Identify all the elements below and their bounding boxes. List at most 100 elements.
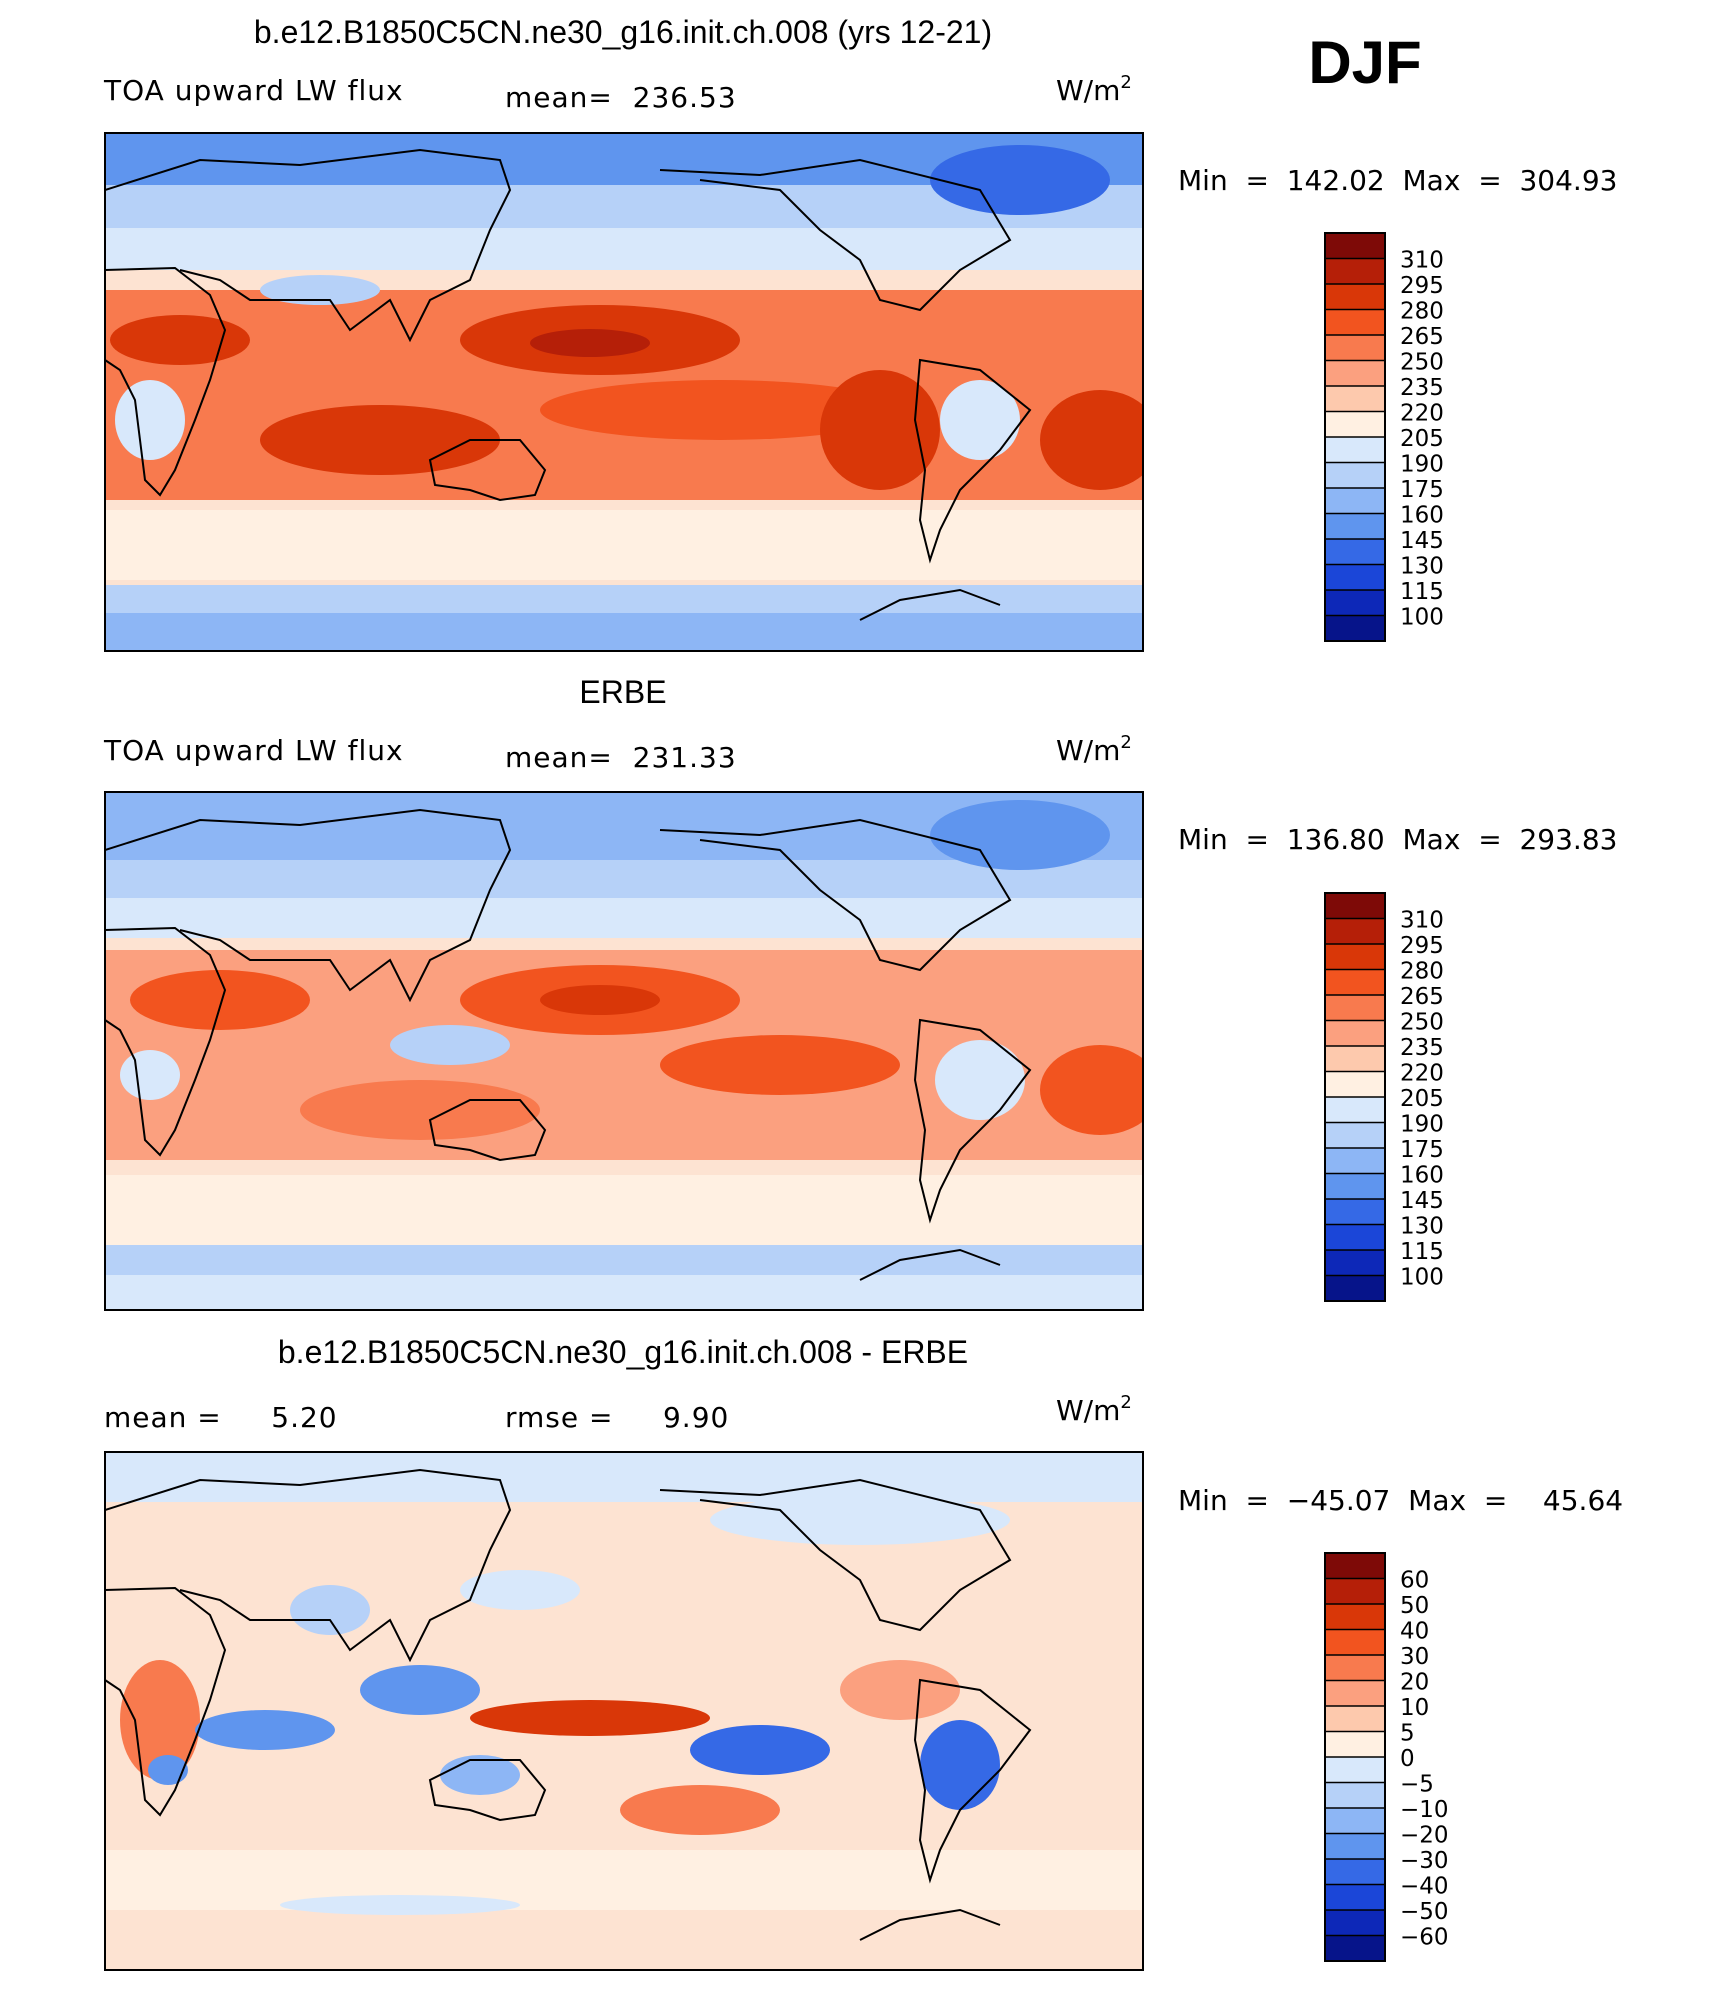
colorbar-swatch [1325, 1833, 1385, 1860]
panel-diff-map [105, 1452, 1143, 1970]
colorbar-label: 10 [1400, 1695, 1429, 1721]
colorbar-label: 145 [1400, 1188, 1444, 1214]
positive-anomaly [620, 1785, 780, 1835]
colorbar-label: 50 [1400, 1593, 1429, 1619]
antarctic-band [105, 1915, 1143, 1970]
negative-anomaly [460, 1570, 580, 1610]
colorbar-label: −10 [1400, 1797, 1449, 1823]
colorbar-label: 205 [1400, 1086, 1444, 1112]
cold-spot [930, 145, 1110, 215]
colorbar-swatch [1325, 590, 1385, 616]
colorbar-swatch [1325, 1250, 1385, 1276]
colorbar-label: 235 [1400, 1035, 1444, 1061]
positive-anomaly [120, 1660, 200, 1780]
southern-midlat-band [105, 1175, 1143, 1245]
colorbar-label: 40 [1400, 1619, 1429, 1645]
negative-anomaly [148, 1755, 188, 1785]
coastline-australia [428, 439, 547, 502]
colorbar-swatch [1325, 918, 1385, 945]
coastline-south-america [913, 358, 1032, 564]
panel-diff-units-exp: 2 [1120, 1392, 1131, 1413]
colorbar-label: 235 [1400, 375, 1444, 401]
colorbar-swatch [1325, 386, 1385, 412]
coastline-antarctica [859, 1248, 1001, 1281]
positive-anomaly [470, 1700, 710, 1736]
coastline-africa [105, 926, 227, 1157]
colorbar-label: 220 [1400, 1061, 1444, 1087]
coastline-antarctica [859, 588, 1001, 621]
colorbar-label: 265 [1400, 984, 1444, 1010]
colorbar-label: 100 [1400, 1265, 1444, 1291]
colorbar-label: 130 [1400, 1214, 1444, 1240]
colorbar-swatch [1325, 1680, 1385, 1707]
colorbar-label: 145 [1400, 528, 1444, 554]
panel-obs-variable-label: TOA upward LW flux [103, 734, 404, 767]
colorbar-swatch [1325, 1706, 1385, 1732]
coastline-south-america [913, 1018, 1032, 1224]
panel-model-units: W/m2 [1056, 72, 1132, 107]
colorbar-swatch [1325, 1757, 1385, 1783]
colorbar-label: −20 [1400, 1823, 1449, 1849]
hot-spot [300, 1080, 540, 1140]
cold-spot [940, 380, 1020, 460]
colorbar-label: 295 [1400, 273, 1444, 299]
colorbar-label: 20 [1400, 1670, 1429, 1696]
colorbar-swatch [1325, 539, 1385, 565]
panel-diff: b.e12.B1850C5CN.ne30_g16.init.ch.008 - E… [104, 1334, 1623, 1971]
hot-spot [660, 1035, 900, 1095]
colorbar-label: 160 [1400, 503, 1444, 529]
colorbar-label: 250 [1400, 350, 1444, 376]
panel-model-mean: mean= 236.53 [505, 81, 737, 114]
colorbar-label: 130 [1400, 554, 1444, 580]
colorbar-swatch [1325, 1020, 1385, 1047]
southern-ocean-band [105, 1245, 1143, 1275]
colorbar-label: 280 [1400, 299, 1444, 325]
colorbar-swatch [1325, 1224, 1385, 1251]
panel-diff-frame [104, 1451, 1144, 1971]
coastline-north-america [659, 818, 1012, 972]
colorbar-swatch [1325, 1578, 1385, 1605]
colorbar-label: −50 [1400, 1899, 1449, 1925]
colorbar-label: −40 [1400, 1874, 1449, 1900]
colorbar-label: 265 [1400, 324, 1444, 350]
colorbar-label: 5 [1400, 1721, 1415, 1747]
colorbar-swatch [1325, 1884, 1385, 1911]
colorbar-label: 60 [1400, 1568, 1429, 1594]
midlat-band [105, 898, 1143, 938]
panel-obs-units: W/m2 [1056, 732, 1132, 767]
cold-spot [930, 800, 1110, 870]
colorbar-swatch [1325, 564, 1385, 591]
panel-diff-units: W/m2 [1056, 1392, 1132, 1427]
colorbar-swatch [1325, 437, 1385, 463]
coastline-eurasia [105, 1468, 512, 1663]
hot-spot [1040, 390, 1143, 490]
colorbar-swatch [1325, 1046, 1385, 1072]
coastline-africa [105, 1586, 227, 1817]
coastlines [105, 148, 1032, 621]
colorbar-swatch [1325, 1604, 1385, 1630]
colorbar-label: 205 [1400, 426, 1444, 452]
colorbar-label: 30 [1400, 1644, 1429, 1670]
colorbar-swatch [1325, 233, 1385, 259]
panel-model-map [105, 133, 1143, 651]
colorbar-swatch [1325, 1655, 1385, 1681]
colorbar-swatch [1325, 258, 1385, 285]
colorbar-label: 280 [1400, 959, 1444, 985]
coastline-south-america [913, 1678, 1032, 1884]
colorbar-swatch [1325, 284, 1385, 310]
panel-model-colorbar: 3102952802652502352202051901751601451301… [1324, 232, 1444, 642]
southern-ocean-band [105, 585, 1143, 613]
colorbar-frame [1324, 232, 1386, 642]
colorbar-swatch [1325, 335, 1385, 361]
colorbar-label: 310 [1400, 908, 1444, 934]
hot-spot [1040, 1045, 1143, 1135]
panel-obs-colorbar: 3102952802652502352202051901751601451301… [1324, 892, 1444, 1302]
panel-obs-title: ERBE [579, 674, 666, 710]
colorbar-swatch [1325, 969, 1385, 996]
antarctic-band [105, 1275, 1143, 1310]
colorbar-swatch [1325, 1910, 1385, 1936]
colorbar-swatch [1325, 1731, 1385, 1758]
colorbar-label: −60 [1400, 1925, 1449, 1951]
panel-model-frame [104, 132, 1144, 652]
